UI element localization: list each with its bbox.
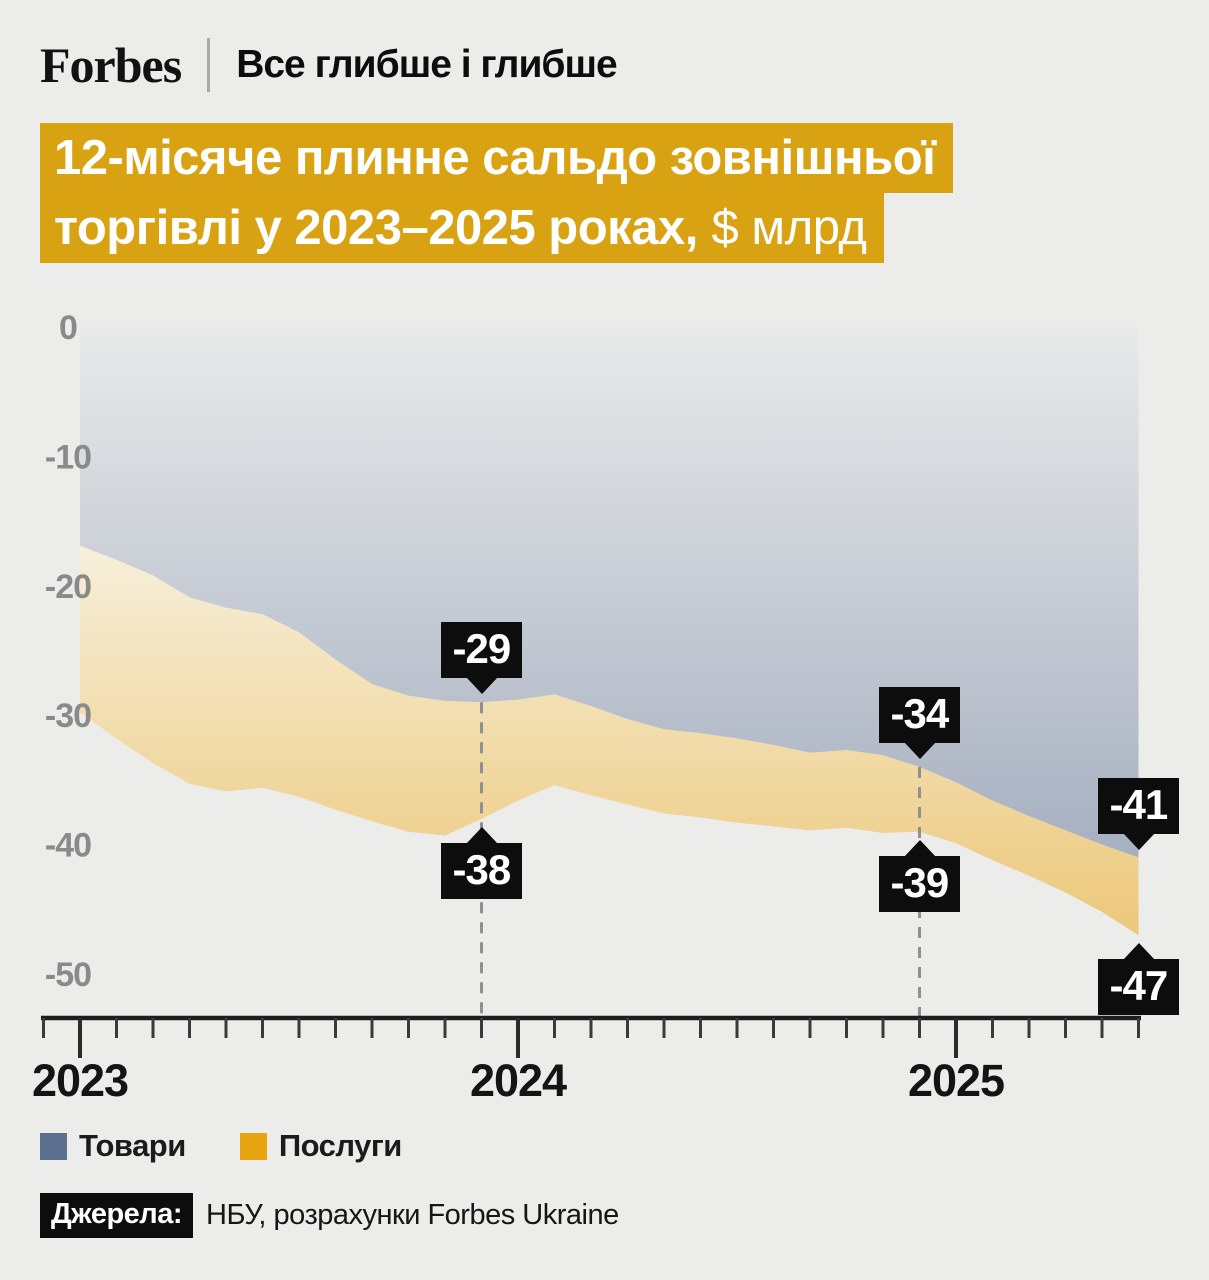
y-tick-label: 0 <box>59 309 77 347</box>
services-swatch <box>239 1132 267 1160</box>
legend-item-goods: Товари <box>40 1128 186 1164</box>
masthead: Forbes Все глибше і глибше <box>40 36 618 94</box>
x-axis <box>41 1015 1141 1058</box>
chart-areas <box>80 327 1139 936</box>
source-chip: Джерела: <box>40 1193 194 1238</box>
goods-swatch <box>40 1132 67 1160</box>
year-label: 2025 <box>908 1055 1004 1106</box>
source-text: НБУ, розрахунки Forbes Ukraine <box>206 1199 619 1231</box>
y-tick-label: -20 <box>45 568 91 606</box>
y-tick-label: -30 <box>45 697 91 735</box>
y-tick-label: -10 <box>45 438 91 476</box>
chart-title-line2-bold: торгівлі у 2023–2025 роках, <box>54 201 698 255</box>
legend-item-services: Послуги <box>239 1128 403 1164</box>
y-tick-label: -50 <box>45 956 91 994</box>
y-tick-label: -40 <box>45 827 91 865</box>
goods-area <box>80 327 1139 858</box>
services-area <box>80 545 1139 936</box>
source-row: Джерела: НБУ, розрахунки Forbes Ukraine <box>40 1193 619 1238</box>
year-label: 2024 <box>470 1055 567 1106</box>
chart-title: 12-місяче плинне сальдо зовнішньої торгі… <box>40 123 954 263</box>
chart-title-line1: 12-місяче плинне сальдо зовнішньої <box>40 123 954 193</box>
year-label: 2023 <box>32 1055 128 1106</box>
forbes-logo: Forbes <box>40 37 182 93</box>
chart-title-unit: $ млрд <box>711 201 867 255</box>
axis-labels: 0 -10 -20 -30 -40 -50 2023 2024 2025 <box>32 309 1005 1106</box>
chart-title-line2: торгівлі у 2023–2025 роках, $ млрд <box>40 193 885 263</box>
legend: Товари Послуги <box>40 1128 402 1164</box>
masthead-divider-rule <box>207 38 211 92</box>
services-label: Послуги <box>278 1128 403 1163</box>
goods-label: Товари <box>79 1128 186 1163</box>
masthead-tagline: Все глибше і глибше <box>236 43 618 86</box>
